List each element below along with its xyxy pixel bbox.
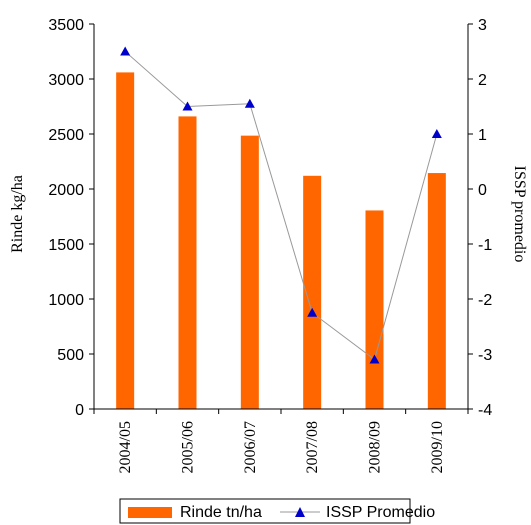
legend-swatch-rinde <box>128 507 172 518</box>
bars-layer <box>116 72 446 410</box>
x-tick-label: 2005/06 <box>180 421 197 473</box>
y-left-tick-label: 500 <box>57 347 84 364</box>
y-right-tick-label: -3 <box>478 347 492 364</box>
legend-label-issp: ISSP Promedio <box>326 504 435 521</box>
y-axis-right-title: ISSP promedio <box>511 166 528 263</box>
issp-point-2004/05 <box>120 46 131 56</box>
issp-point-2007/08 <box>307 307 318 317</box>
y-left-tick-label: 2000 <box>48 182 84 199</box>
y-right-tick-label: 0 <box>478 182 487 199</box>
x-tick-label: 2006/07 <box>242 421 259 473</box>
bar-2005/06 <box>178 116 197 410</box>
legend-border <box>119 498 411 524</box>
bar-2006/07 <box>240 135 259 409</box>
legend-marker-issp <box>295 507 305 517</box>
y-left-tick-label: 3000 <box>48 72 84 89</box>
y-right-tick-label: 2 <box>478 72 487 89</box>
y-left-tick-label: 2500 <box>48 127 84 144</box>
y-left-tick-label: 1000 <box>48 292 84 309</box>
bar-2008/09 <box>365 210 384 409</box>
legend: Rinde tn/ha ISSP Promedio <box>119 498 435 524</box>
y-right-tick-label: 3 <box>478 17 487 34</box>
y-right-tick-label: -2 <box>478 292 492 309</box>
y-right-tick-label: -1 <box>478 237 492 254</box>
y-axis-left-title: Rinde kg/ha <box>9 175 26 253</box>
issp-point-2006/07 <box>244 98 255 108</box>
x-tick-label: 2008/09 <box>367 421 384 473</box>
bar-2009/10 <box>427 173 446 409</box>
issp-point-2008/09 <box>369 354 380 364</box>
issp-point-2005/06 <box>182 101 193 111</box>
issp-point-2009/10 <box>431 129 442 138</box>
x-tick-label: 2009/10 <box>429 421 446 473</box>
axes-layer <box>93 24 469 410</box>
issp-line <box>124 51 438 361</box>
y-left-tick-label: 3500 <box>48 17 84 34</box>
y-right-tick-label: 1 <box>478 127 487 144</box>
y-left-tick-label: 1500 <box>48 237 84 254</box>
legend-label-rinde: Rinde tn/ha <box>180 504 262 521</box>
bar-2007/08 <box>303 175 322 409</box>
y-left-tick-label: 0 <box>75 402 84 419</box>
y-right-tick-label: -4 <box>478 402 492 419</box>
bar-2004/05 <box>116 72 135 410</box>
x-tick-label: 2004/05 <box>117 421 134 473</box>
ticks-layer: 0 500 1000 1500 2000 2500 3000 3500 -4 -3 -2 -1 0 1 2 3… <box>48 17 492 473</box>
line-layer <box>120 46 442 364</box>
x-tick-label: 2007/08 <box>304 421 321 473</box>
